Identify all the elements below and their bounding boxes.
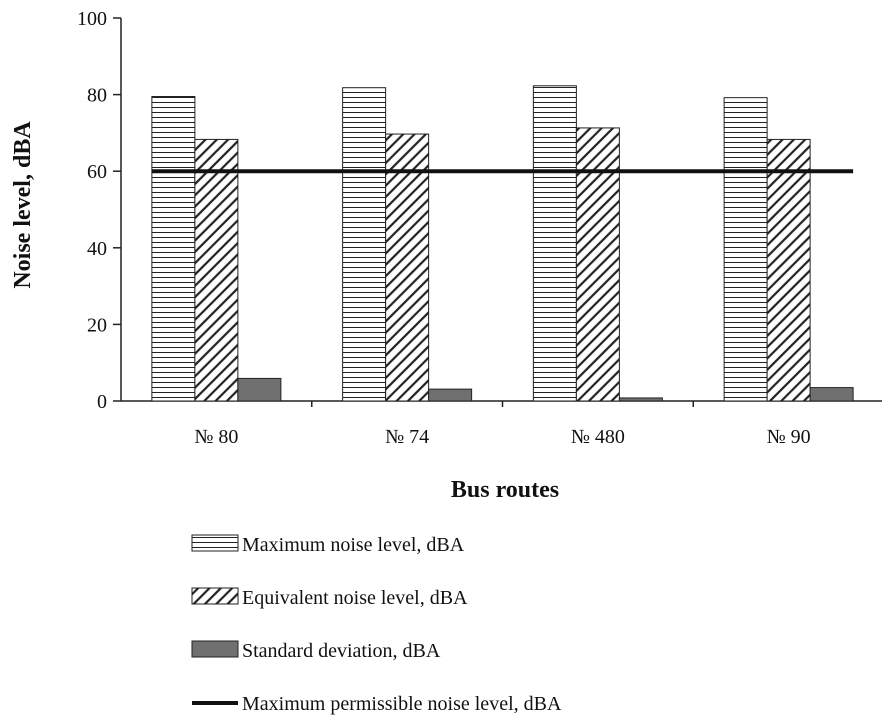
y-tick-label: 20 (87, 314, 107, 336)
legend-swatch (191, 587, 239, 605)
y-axis-title: Noise level, dBA (10, 121, 36, 289)
x-tick-label: № 74 (385, 426, 429, 448)
legend-label: Maximum permissible noise level, dBA (242, 693, 562, 715)
y-tick-label: 100 (77, 8, 107, 30)
legend-swatch (191, 640, 239, 658)
y-tick-label: 0 (97, 391, 107, 413)
bar-equivalent (575, 127, 620, 402)
bar-std-dev (428, 388, 473, 402)
bar-std-dev (618, 397, 663, 402)
x-tick-label: № 80 (194, 426, 238, 448)
y-tick-label: 60 (87, 161, 107, 183)
y-ticks: 0 20 40 60 80 100 (77, 8, 121, 413)
legend-label: Standard deviation, dBA (242, 640, 441, 662)
bar-equivalent (766, 138, 811, 402)
bars (151, 85, 854, 402)
legend-label: Equivalent noise level, dBA (242, 587, 468, 609)
x-tick-label: № 480 (571, 426, 625, 448)
bar-maximum (151, 96, 196, 402)
bar-maximum (723, 97, 768, 402)
x-axis-title: Bus routes (451, 477, 559, 503)
y-tick-label: 80 (87, 85, 107, 107)
legend-swatch (191, 534, 239, 552)
legend: Maximum noise level, dBA Equivalent noise… (191, 534, 562, 715)
bar-equivalent (194, 138, 239, 402)
x-tick-label: № 90 (767, 426, 811, 448)
bar-maximum (342, 87, 387, 402)
bar-equivalent (385, 133, 430, 402)
bar-std-dev (237, 377, 282, 402)
legend-label: Maximum noise level, dBA (242, 534, 465, 556)
bar-std-dev (809, 387, 854, 402)
bar-maximum (532, 85, 577, 402)
y-tick-label: 40 (87, 238, 107, 260)
x-ticks: № 80 № 74 № 480 № 90 (194, 401, 811, 448)
